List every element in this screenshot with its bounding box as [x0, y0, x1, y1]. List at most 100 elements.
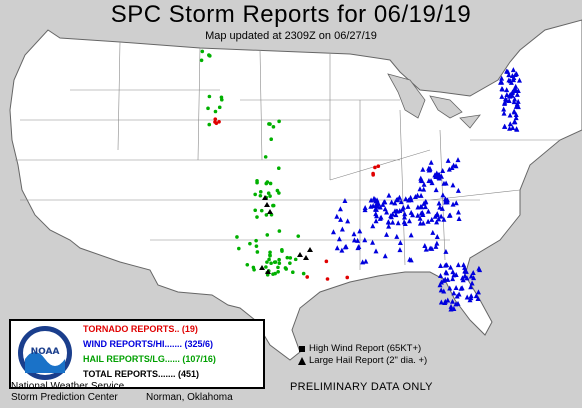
wind-report-marker	[427, 165, 433, 171]
wind-report-marker	[373, 211, 379, 217]
wind-report-marker	[397, 247, 403, 253]
wind-report-marker	[456, 216, 462, 222]
wind-report-marker	[426, 178, 432, 184]
wind-report-marker	[450, 182, 456, 188]
hail-report-marker	[268, 194, 272, 198]
wind-report-marker	[513, 115, 519, 121]
hail-report-marker	[269, 137, 274, 142]
hail-report-marker	[268, 253, 272, 257]
wind-report-marker	[405, 203, 411, 209]
wind-report-marker	[422, 243, 428, 249]
hail-report-marker	[277, 119, 281, 124]
wind-report-marker	[337, 206, 343, 212]
wind-report-marker	[450, 201, 456, 207]
wind-report-marker	[396, 194, 402, 200]
hail-report-marker	[213, 109, 218, 114]
wind-report-marker	[368, 203, 374, 209]
wind-report-marker	[447, 285, 453, 291]
wind-report-marker	[418, 177, 424, 183]
hail-report-marker	[265, 233, 270, 237]
hail-report-marker	[265, 260, 269, 264]
wind-report-marker	[504, 92, 510, 98]
wind-report-marker	[377, 204, 383, 210]
legend-wind: WIND REPORTS/HI....... (325/6)	[83, 339, 214, 349]
wind-report-marker	[455, 187, 461, 193]
legend-box: NOAA TORNADO REPORTS.. (19) WIND REPORTS…	[9, 319, 265, 389]
wind-report-marker	[397, 207, 403, 213]
wind-report-marker	[501, 106, 507, 112]
wind-report-marker	[513, 112, 519, 118]
wind-report-marker	[462, 264, 468, 270]
wind-report-marker	[336, 236, 342, 242]
tornado-report-marker	[371, 173, 375, 177]
hail-report-marker	[276, 269, 280, 274]
hail-report-marker	[254, 244, 259, 248]
wind-report-marker	[351, 231, 357, 237]
wind-report-marker	[511, 99, 517, 105]
wind-report-marker	[514, 71, 520, 77]
wind-report-marker	[502, 123, 508, 129]
wind-report-marker	[512, 109, 518, 115]
wind-report-marker	[339, 226, 345, 232]
hail-report-marker	[263, 155, 268, 159]
wind-report-marker	[438, 213, 444, 219]
hail-report-marker	[199, 58, 204, 63]
wind-report-marker	[338, 216, 344, 222]
hail-report-marker	[271, 203, 275, 208]
wind-report-marker	[334, 245, 340, 251]
wind-report-marker	[422, 204, 428, 210]
wind-report-marker	[438, 273, 444, 279]
wind-report-marker	[425, 218, 431, 224]
wind-report-marker	[475, 289, 481, 295]
wind-report-marker	[440, 167, 446, 173]
wind-report-marker	[448, 303, 454, 309]
wind-report-marker	[421, 186, 427, 192]
wind-report-marker	[438, 263, 444, 269]
tornado-report-marker	[325, 277, 330, 281]
wind-report-marker	[360, 259, 366, 265]
tornado-report-marker	[324, 259, 329, 264]
hail-report-marker	[235, 235, 239, 239]
wind-report-marker	[455, 157, 461, 163]
wind-report-marker	[394, 233, 400, 239]
wind-report-marker	[516, 77, 522, 83]
hail-report-marker	[268, 250, 272, 255]
hail-report-marker	[255, 250, 260, 254]
wind-report-marker	[370, 239, 376, 245]
hail-report-marker	[288, 256, 293, 260]
wind-report-marker	[451, 305, 457, 311]
wind-report-marker	[445, 157, 451, 163]
hail-report-marker	[285, 255, 290, 260]
wind-report-marker	[444, 270, 450, 276]
wind-report-marker	[434, 219, 440, 225]
wind-report-marker	[357, 228, 363, 234]
wind-report-marker	[441, 216, 447, 222]
wind-report-marker	[386, 219, 392, 225]
wind-report-marker	[362, 207, 368, 213]
wind-report-marker	[398, 199, 404, 205]
wind-report-marker	[433, 243, 439, 249]
wind-report-marker	[507, 121, 513, 127]
hail-report-marker	[276, 265, 280, 270]
hail-report-marker	[258, 190, 263, 194]
wind-report-marker	[514, 91, 520, 97]
wind-report-marker	[339, 247, 345, 253]
wind-report-marker	[436, 174, 442, 180]
hail-report-marker	[267, 257, 271, 262]
wind-report-marker	[406, 218, 412, 224]
wind-report-marker	[511, 119, 517, 125]
hail-report-marker	[284, 267, 289, 271]
wind-report-marker	[498, 79, 504, 85]
wind-report-marker	[402, 211, 408, 217]
tornado-report-marker	[305, 275, 310, 279]
high-wind-key-text: High Wind Report (65KT+)	[309, 343, 422, 354]
wind-report-marker	[402, 214, 408, 220]
hail-report-marker	[255, 215, 259, 219]
wind-report-marker	[499, 93, 505, 99]
hail-report-marker	[301, 271, 306, 276]
high-wind-key-icon	[299, 346, 305, 352]
hail-report-marker	[293, 257, 298, 262]
wind-report-marker	[449, 165, 455, 171]
page-title: SPC Storm Reports for 06/19/19	[110, 1, 472, 28]
hail-report-marker	[291, 270, 295, 275]
